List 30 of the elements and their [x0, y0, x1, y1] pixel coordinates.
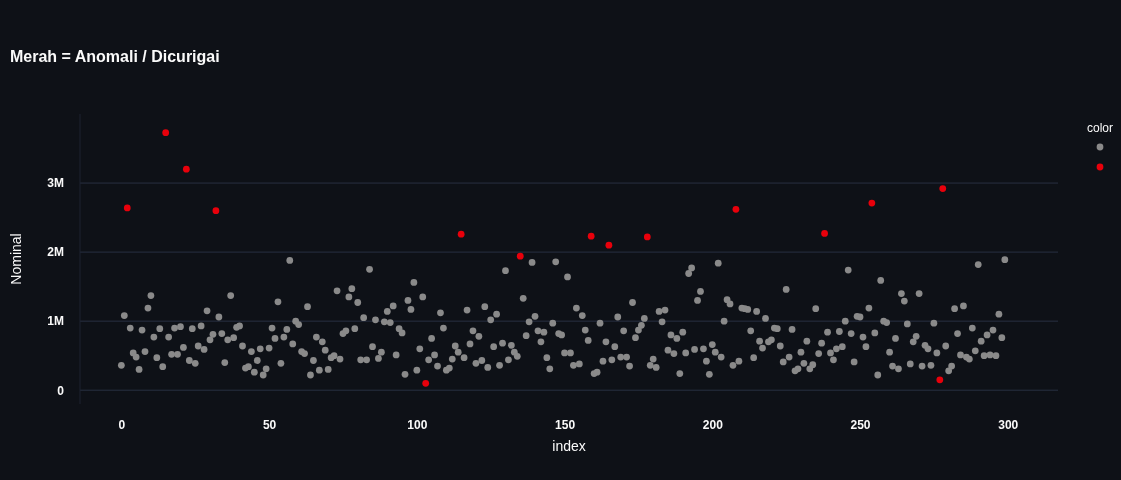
chart-title: Merah = Anomali / Dicurigai	[10, 48, 220, 65]
point	[605, 241, 613, 249]
y-tick-label: 2M	[47, 245, 64, 260]
point	[732, 205, 740, 213]
y-axis-title: Nominal	[8, 233, 24, 285]
point	[457, 230, 465, 238]
legend-title: color	[1086, 121, 1114, 135]
point	[643, 233, 651, 241]
point	[123, 204, 131, 212]
point	[939, 185, 947, 192]
point	[587, 232, 595, 240]
point	[422, 379, 430, 387]
x-tick-label: 0	[118, 417, 126, 432]
x-tick-label: 200	[702, 417, 724, 432]
x-axis-title: index	[552, 438, 586, 454]
y-tick-label: 1M	[47, 314, 64, 329]
point	[212, 207, 220, 215]
x-tick-label: 250	[850, 417, 871, 432]
point	[516, 252, 524, 260]
point	[182, 165, 190, 173]
point	[162, 129, 170, 137]
x-tick-label: 50	[262, 417, 277, 432]
point	[821, 230, 828, 237]
x-tick-label: 300	[998, 417, 1019, 432]
x-tick-label: 150	[555, 417, 576, 432]
point	[868, 199, 876, 207]
y-tick-label: 3M	[47, 176, 64, 191]
point	[936, 376, 944, 384]
x-tick-label: 100	[407, 417, 428, 432]
y-tick-label: 0	[57, 383, 65, 398]
